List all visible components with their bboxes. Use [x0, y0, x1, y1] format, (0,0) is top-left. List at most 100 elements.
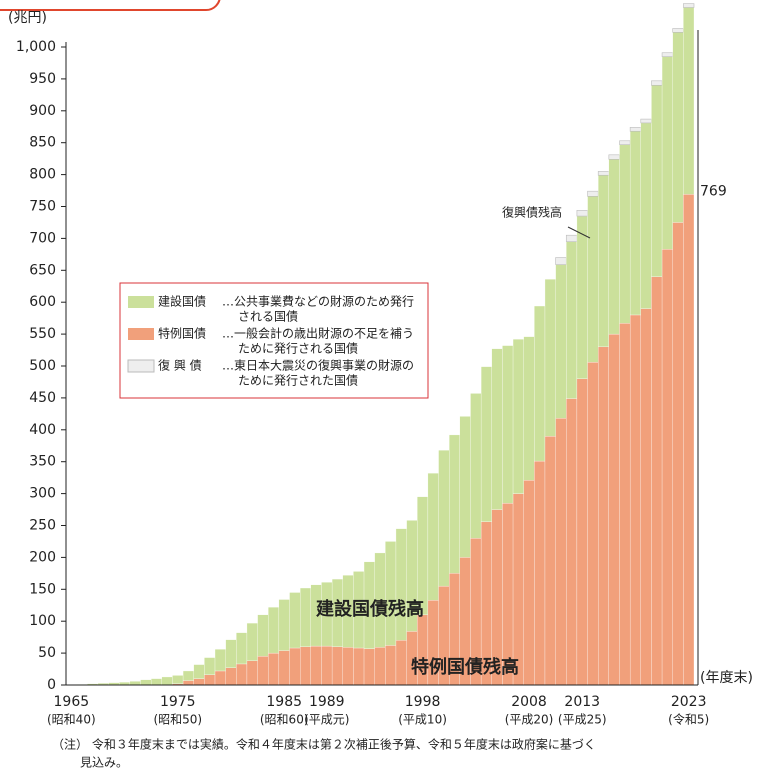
bar-segment	[129, 681, 141, 686]
bar-segment	[683, 3, 695, 8]
bar-segment	[385, 541, 397, 646]
bar-segment	[321, 645, 333, 686]
x-tick-label: 2008	[511, 694, 547, 710]
bar-segment	[204, 674, 216, 686]
bar-segment	[246, 622, 258, 661]
bar-segment	[257, 614, 269, 657]
bar-segment	[555, 418, 567, 686]
x-era-label: (昭和60)	[260, 713, 309, 727]
bar-segment	[395, 528, 407, 641]
header-frame	[0, 0, 221, 11]
bar-segment	[172, 675, 184, 684]
y-tick-label: 950	[29, 71, 56, 87]
bar-segment	[278, 599, 290, 651]
y-tick-label: 450	[29, 390, 56, 406]
y-tick-label: 550	[29, 326, 56, 342]
x-era-label: (平成20)	[505, 713, 554, 727]
bar-segment	[289, 592, 301, 649]
x-tick-label: 1965	[54, 694, 90, 710]
bar-segment	[225, 639, 237, 668]
bar-segment	[480, 366, 492, 522]
bar-segment	[576, 378, 588, 686]
y-tick-label: 750	[29, 199, 56, 215]
bar-segment	[534, 460, 546, 686]
legend-label: 建設国債	[158, 294, 206, 309]
bar-segment	[438, 450, 450, 587]
y-tick-label: 50	[38, 645, 56, 661]
y-tick-label: 300	[29, 486, 56, 502]
bar-segment	[629, 314, 641, 686]
bar-segment	[502, 345, 514, 504]
x-tick-label: 1975	[160, 694, 196, 710]
plot: 0 50 100 150 200 250 300 350 400 450 500 550 600 650 7…	[16, 3, 727, 727]
legend-label: 復 興 債	[158, 358, 202, 373]
y-tick-label: 150	[29, 581, 56, 597]
bar-segment	[565, 234, 578, 242]
bar-segment	[300, 587, 311, 647]
bar-segment	[395, 640, 407, 686]
y-tick-label: 100	[29, 613, 56, 629]
x-unit: (年度末)	[700, 670, 753, 686]
legend-label: 特例国債	[158, 326, 206, 341]
x-tick-label: 1998	[405, 694, 441, 710]
bar-segment	[523, 336, 535, 481]
legend-swatch	[128, 296, 154, 308]
bar-segment	[598, 175, 609, 348]
bar-segment	[661, 56, 673, 250]
legend-desc: される国債	[238, 309, 298, 324]
note: 見込み。	[80, 756, 128, 770]
bar-segment	[214, 649, 226, 672]
bar-segment	[597, 171, 610, 176]
y-unit: (兆円)	[8, 10, 47, 26]
bar-segment	[363, 648, 375, 686]
bar-segment	[470, 393, 482, 539]
legend-swatch	[128, 328, 154, 340]
bar-segment	[587, 190, 599, 197]
bar-segment	[268, 607, 280, 654]
bar-segment	[534, 305, 546, 462]
bar-segment	[629, 131, 641, 316]
bar-segment	[619, 144, 631, 324]
bar-segment	[608, 154, 620, 160]
bar-segment	[193, 678, 205, 686]
bar-segment	[640, 118, 652, 124]
y-tick-label: 500	[29, 358, 56, 374]
x-tick-label: 1989	[309, 694, 345, 710]
bar-segment	[608, 333, 620, 686]
bar-segment	[236, 632, 248, 665]
bar-segment	[598, 346, 609, 686]
bar-segment	[672, 32, 684, 223]
bar-segment	[246, 660, 258, 686]
legend-desc: …東日本大震災の復興事業の財源の	[222, 358, 414, 373]
x-era-label: (令和5)	[668, 712, 709, 727]
bar-segment	[182, 680, 194, 686]
bar-segment	[374, 647, 386, 686]
bar-segment	[651, 276, 663, 686]
bar-segment	[427, 473, 439, 601]
bar-segment	[512, 339, 524, 494]
bar-segment	[619, 323, 631, 686]
bar-segment	[566, 398, 578, 686]
value-label: 769	[700, 183, 727, 199]
bar-segment	[672, 222, 684, 686]
bar-segment	[214, 670, 226, 686]
legend	[119, 282, 429, 399]
bar-segment	[491, 348, 503, 510]
x-tick-label: 1985	[266, 694, 302, 710]
x-era-label: (平成25)	[558, 713, 607, 727]
bar-segment	[449, 434, 460, 574]
y-tick-label: 1,000	[16, 39, 56, 55]
bar-segment	[661, 249, 673, 686]
legend-desc: …一般会計の歳出財源の不足を補う	[222, 326, 414, 341]
y-tick-label: 400	[29, 422, 56, 438]
bar-segment	[629, 127, 642, 132]
bar-segment	[619, 140, 631, 145]
bar-segment	[544, 279, 556, 437]
x-era-label: (平成10)	[398, 713, 447, 727]
bar-segment	[651, 85, 663, 277]
bar-segment	[342, 647, 354, 686]
bar-segment	[385, 645, 397, 686]
bar-segment	[576, 215, 588, 379]
bar-segment	[140, 679, 152, 686]
